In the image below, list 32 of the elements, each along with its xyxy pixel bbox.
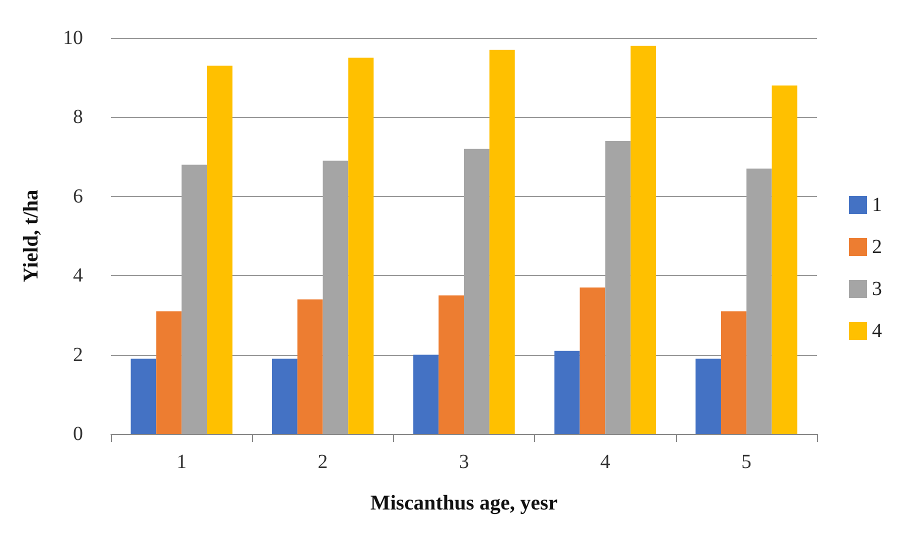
x-tick-label: 4: [600, 451, 610, 473]
bar: [272, 358, 298, 434]
bar: [438, 295, 464, 434]
legend-label: 3: [872, 278, 882, 300]
bar: [696, 358, 721, 434]
bar: [207, 66, 232, 434]
x-tick-label: 5: [741, 451, 752, 473]
x-axis-title: Miscanthus age, yesr: [370, 490, 558, 514]
bar: [720, 311, 746, 434]
bar: [554, 350, 580, 434]
bar: [130, 358, 156, 434]
x-tick-label: 3: [459, 451, 469, 473]
y-tick-label: 4: [73, 264, 83, 287]
y-tick-label: 8: [73, 106, 83, 128]
bar: [772, 86, 798, 434]
bar: [348, 58, 374, 434]
legend-label: 2: [872, 236, 882, 258]
y-tick-label: 6: [73, 185, 83, 208]
bar: [489, 50, 515, 434]
bar: [297, 299, 323, 434]
x-tick-label: 2: [318, 451, 328, 473]
y-tick-label: 0: [73, 423, 83, 445]
legend-label: 1: [872, 194, 882, 216]
bar: [413, 354, 439, 434]
y-tick-label: 2: [73, 344, 83, 366]
bar: [156, 311, 182, 434]
bar: [630, 46, 656, 434]
x-tick-label: 1: [176, 451, 187, 473]
y-axis-title: Yield, t/ha: [18, 189, 42, 282]
legend-label: 4: [872, 320, 882, 342]
y-tick-label: 10: [63, 27, 83, 49]
bar: [580, 287, 606, 434]
